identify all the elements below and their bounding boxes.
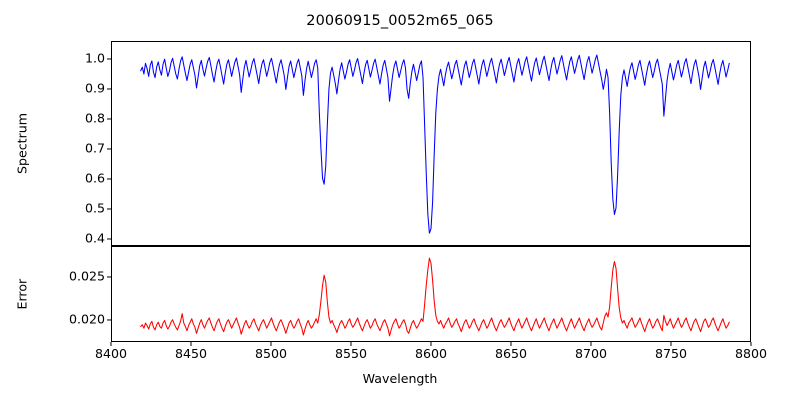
spectrum-ytick-mark xyxy=(107,237,111,240)
error-ytick-mark xyxy=(107,319,111,321)
xtick-mark-8400 xyxy=(110,342,112,346)
xtick-8450: 8450 xyxy=(174,346,208,361)
xtick-mark-8750 xyxy=(670,342,672,346)
xtick-mark-8800 xyxy=(750,342,752,346)
error-line-plot xyxy=(112,247,750,341)
xtick-8550: 8550 xyxy=(334,346,368,361)
xtick-8500: 8500 xyxy=(254,346,288,361)
spectrum-ytick-0_5: 0.5 xyxy=(84,200,105,216)
xtick-8750: 8750 xyxy=(654,346,688,361)
error-ytick-0_025: 0.025 xyxy=(68,268,105,284)
error-ytick-mark xyxy=(107,276,111,278)
spectrum-panel xyxy=(111,41,751,246)
spectrum-axis-label: Spectrum xyxy=(14,112,30,174)
spectrum-ytick-mark xyxy=(107,178,111,180)
spectrum-ytick-mark xyxy=(107,208,111,210)
error-panel xyxy=(111,246,751,342)
spectrum-ytick-mark xyxy=(107,148,111,150)
spectrum-ytick-mark xyxy=(107,58,111,60)
xtick-mark-8550 xyxy=(350,342,352,346)
spectrum-ytick-mark xyxy=(107,88,111,90)
xtick-8400: 8400 xyxy=(94,346,128,361)
spectrum-ytick-0_6: 0.6 xyxy=(84,170,105,186)
xtick-mark-8700 xyxy=(590,342,592,346)
spectrum-ytick-0_4: 0.4 xyxy=(84,230,105,246)
xtick-8650: 8650 xyxy=(494,346,528,361)
xtick-mark-8600 xyxy=(430,342,432,346)
spectrum-ytick-0_8: 0.8 xyxy=(84,110,105,126)
xtick-8600: 8600 xyxy=(414,346,448,361)
xtick-mark-8650 xyxy=(510,342,512,346)
spectrum-ytick-1_0: 1.0 xyxy=(84,50,105,66)
wavelength-axis-label: Wavelength xyxy=(362,371,438,386)
spectrum-ytick-0_7: 0.7 xyxy=(84,140,105,156)
error-ytick-0_020: 0.020 xyxy=(68,311,105,327)
chart-title: 20060915_0052m65_065 xyxy=(306,13,494,29)
xtick-8700: 8700 xyxy=(574,346,608,361)
xtick-8800: 8800 xyxy=(734,346,768,361)
xtick-mark-8500 xyxy=(270,342,272,346)
spectrum-line-plot xyxy=(112,42,750,245)
spectrum-ytick-mark xyxy=(107,118,111,120)
spectrum-ytick-0_9: 0.9 xyxy=(84,80,105,96)
error-axis-label: Error xyxy=(14,278,30,310)
xtick-mark-8450 xyxy=(190,342,192,346)
